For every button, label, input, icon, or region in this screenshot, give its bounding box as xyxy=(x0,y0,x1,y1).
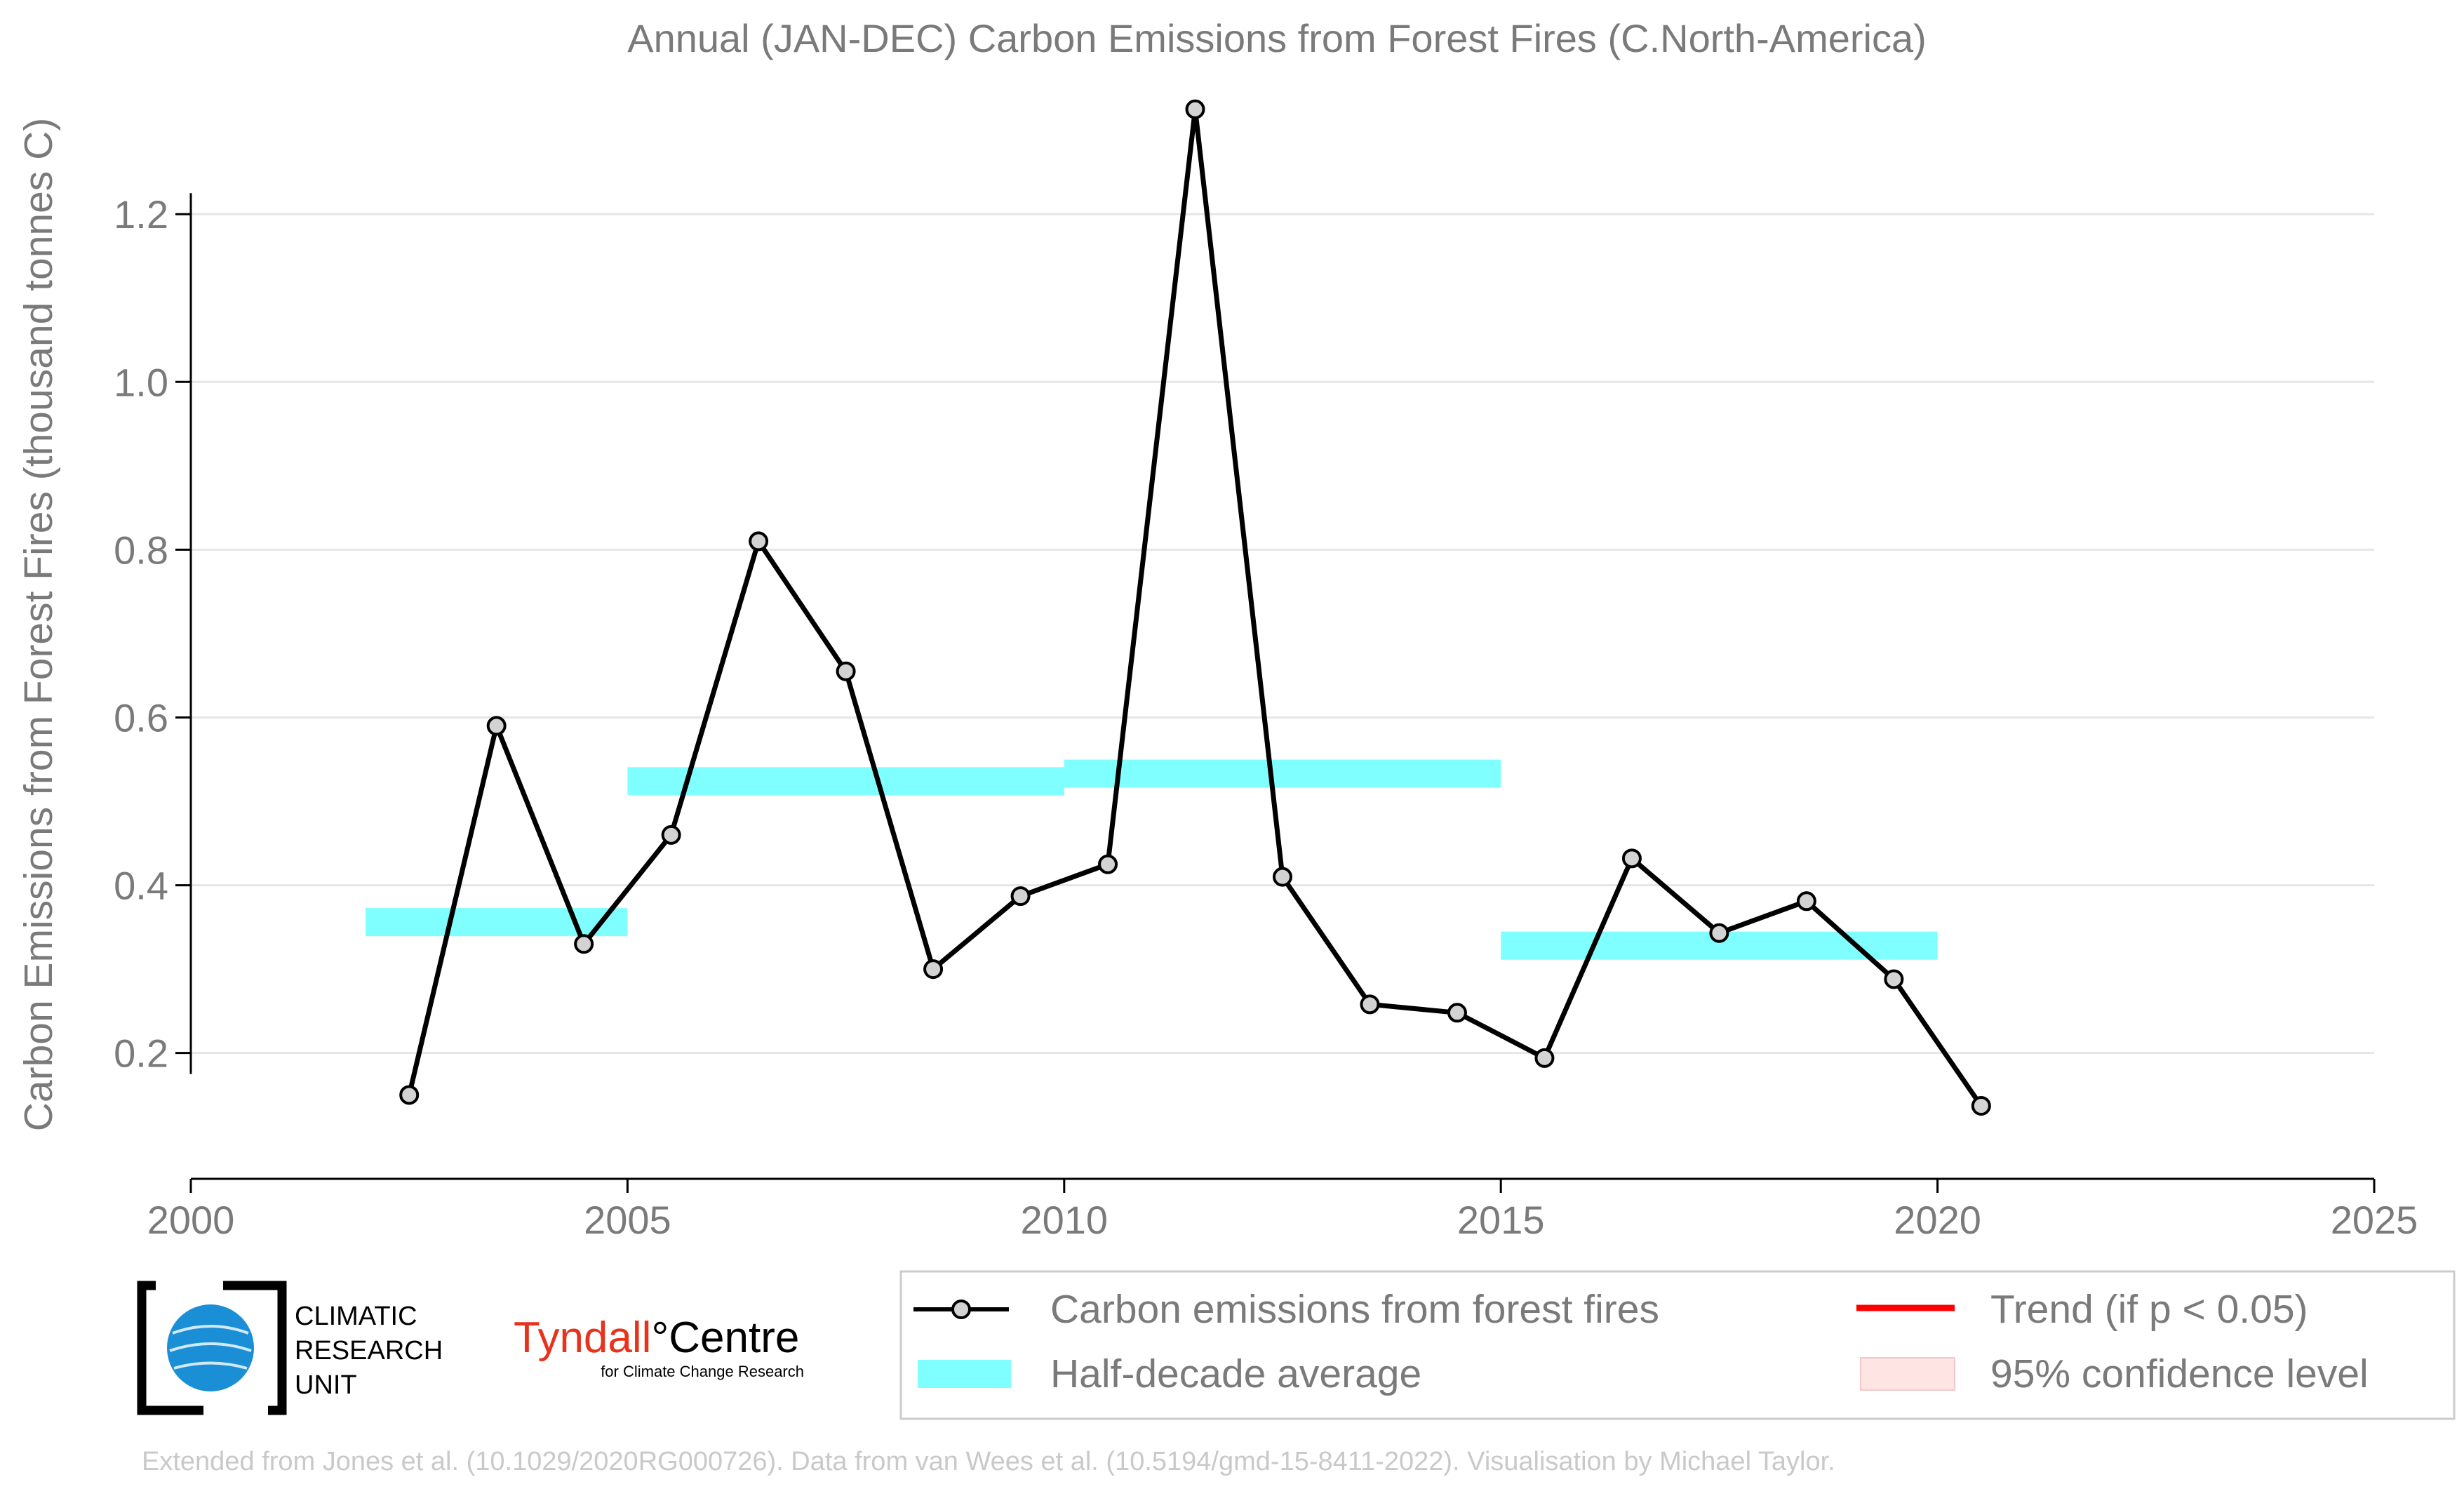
cru-logo-line1: CLIMATIC xyxy=(295,1302,417,1331)
cru-logo: CLIMATIC RESEARCH UNIT xyxy=(137,1281,443,1415)
data-point xyxy=(1360,994,1380,1015)
legend-swatch-confidence xyxy=(1860,1357,1955,1391)
half-decade-average-bar xyxy=(365,908,628,937)
tyndall-logo-subtitle: for Climate Change Research xyxy=(601,1363,804,1380)
data-point xyxy=(399,1085,420,1105)
data-point xyxy=(1273,867,1292,887)
x-tick-label: 2000 xyxy=(147,1198,235,1242)
globe-icon xyxy=(167,1304,254,1391)
tyndall-logo-red: Tyndall xyxy=(514,1314,651,1362)
legend: Carbon emissions from forest fires Trend… xyxy=(899,1270,2456,1420)
y-tick-label: 1.2 xyxy=(114,192,168,236)
legend-box xyxy=(899,1270,2456,1420)
cru-logo-line3: UNIT xyxy=(295,1370,357,1400)
legend-label-emissions: Carbon emissions from forest fires xyxy=(1050,1287,1659,1332)
legend-swatch-half-decade xyxy=(918,1360,1011,1388)
cru-logo-frame xyxy=(137,1281,287,1415)
legend-label-trend: Trend (if p < 0.05) xyxy=(1990,1287,2308,1332)
x-tick-label: 2010 xyxy=(1021,1198,1109,1242)
data-point xyxy=(661,824,681,845)
tyndall-logo-black: Centre xyxy=(669,1314,799,1362)
data-point xyxy=(923,959,944,980)
data-point xyxy=(1447,1003,1467,1023)
emissions-series xyxy=(399,99,1991,1116)
cru-logo-line2: RESEARCH xyxy=(295,1336,443,1365)
y-tick-label: 0.8 xyxy=(114,528,168,572)
data-point xyxy=(1534,1048,1555,1068)
data-point xyxy=(1884,969,1904,989)
y-tick-label: 0.2 xyxy=(114,1031,168,1076)
data-point xyxy=(1621,848,1642,869)
y-axis-ticks: 0.2 0.4 0.6 0.8 1.0 1.2 xyxy=(114,192,192,1076)
data-point xyxy=(1971,1095,1991,1116)
half-decade-average-bar xyxy=(627,767,1064,796)
tyndall-logo: Tyndall°Centre for Climate Change Resear… xyxy=(514,1314,804,1380)
y-tick-label: 0.6 xyxy=(114,695,168,740)
svg-text:Tyndall°Centre: Tyndall°Centre xyxy=(514,1314,799,1362)
legend-marker-emissions xyxy=(951,1300,971,1319)
half-decade-average-bar xyxy=(1064,759,1501,788)
data-point xyxy=(1796,891,1816,911)
y-axis-label: Carbon Emissions from Forest Fires (thou… xyxy=(16,118,61,1132)
x-tick-label: 2025 xyxy=(2331,1198,2418,1242)
data-point xyxy=(1185,99,1205,119)
data-point xyxy=(836,661,856,681)
footer-credit: Extended from Jones et al. (10.1029/2020… xyxy=(142,1447,1835,1476)
x-axis: 2000 2005 2010 2015 2020 2025 xyxy=(147,1177,2418,1242)
data-point xyxy=(1010,886,1031,907)
data-point xyxy=(486,716,507,736)
chart-title: Annual (JAN-DEC) Carbon Emissions from F… xyxy=(627,16,1927,60)
data-point xyxy=(574,934,594,954)
legend-label-confidence: 95% confidence level xyxy=(1990,1351,2369,1396)
x-tick-label: 2020 xyxy=(1894,1198,1981,1242)
x-tick-label: 2015 xyxy=(1457,1198,1545,1242)
legend-label-half-decade: Half-decade average xyxy=(1050,1351,1421,1396)
x-tick-label: 2005 xyxy=(584,1198,671,1242)
data-point xyxy=(1098,854,1118,874)
y-tick-label: 0.4 xyxy=(114,864,168,908)
data-point xyxy=(749,531,769,552)
y-tick-label: 1.0 xyxy=(114,360,168,404)
data-point xyxy=(1709,923,1729,943)
tyndall-logo-degree: ° xyxy=(651,1314,669,1362)
